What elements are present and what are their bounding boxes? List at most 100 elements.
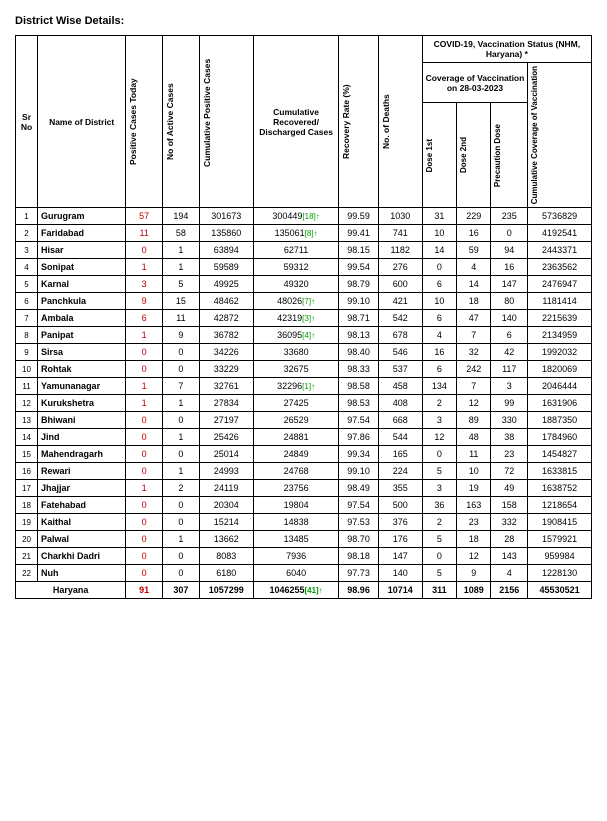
page-title: District Wise Details: (15, 15, 592, 27)
cell-sr: 14 (16, 429, 38, 446)
cell-pos: 0 (126, 361, 163, 378)
cell-rate: 97.54 (339, 497, 378, 514)
table-row: 10Rohtak00332293267598.33537624211718200… (16, 361, 592, 378)
cell-rec: 300449[18]↑ (253, 208, 339, 225)
cell-rec: 6040 (253, 565, 339, 582)
cell-pd: 140 (491, 310, 528, 327)
cell-total-pd: 2156 (491, 582, 528, 599)
cell-cc: 1887350 (528, 412, 592, 429)
cell-cum: 27197 (199, 412, 253, 429)
cell-name: Fatehabad (38, 497, 126, 514)
cell-name: Karnal (38, 276, 126, 293)
cell-sr: 22 (16, 565, 38, 582)
cell-rate: 97.73 (339, 565, 378, 582)
cell-pos: 0 (126, 497, 163, 514)
table-row: 7Ambala6114287242319[3]↑98.7154264714022… (16, 310, 592, 327)
cell-name: Sonipat (38, 259, 126, 276)
cell-cum: 135860 (199, 225, 253, 242)
col-name: Name of District (38, 36, 126, 208)
cell-pos: 0 (126, 446, 163, 463)
cell-rate: 97.54 (339, 412, 378, 429)
cell-d1: 2 (422, 395, 456, 412)
cell-name: Rewari (38, 463, 126, 480)
cell-d1: 10 (422, 225, 456, 242)
cell-rec: 42319[3]↑ (253, 310, 339, 327)
cell-rec: 62711 (253, 242, 339, 259)
cell-name: Panipat (38, 327, 126, 344)
col-dose1: Dose 1st (422, 103, 456, 208)
cell-rec: 59312 (253, 259, 339, 276)
cell-pd: 94 (491, 242, 528, 259)
cell-sr: 1 (16, 208, 38, 225)
cell-cc: 1992032 (528, 344, 592, 361)
cell-dth: 140 (378, 565, 422, 582)
cell-pos: 0 (126, 242, 163, 259)
cell-cum: 25014 (199, 446, 253, 463)
cell-d2: 16 (457, 225, 491, 242)
cell-act: 58 (163, 225, 200, 242)
cell-dth: 276 (378, 259, 422, 276)
cell-sr: 21 (16, 548, 38, 565)
cell-name: Ambala (38, 310, 126, 327)
total-row: Haryana9130710572991046255[41]↑98.961071… (16, 582, 592, 599)
cell-sr: 15 (16, 446, 38, 463)
table-row: 14Jind01254262488197.865441248381784960 (16, 429, 592, 446)
cell-cum: 301673 (199, 208, 253, 225)
cell-name: Nuh (38, 565, 126, 582)
cell-name: Rohtak (38, 361, 126, 378)
cell-dth: 741 (378, 225, 422, 242)
cell-cc: 5736829 (528, 208, 592, 225)
cell-d2: 7 (457, 327, 491, 344)
cell-act: 0 (163, 514, 200, 531)
col-recovery-rate: Recovery Rate (%) (339, 36, 378, 208)
cell-cum: 8083 (199, 548, 253, 565)
cell-dth: 147 (378, 548, 422, 565)
cell-name: Yamunanagar (38, 378, 126, 395)
cell-pos: 0 (126, 514, 163, 531)
cell-rec: 33680 (253, 344, 339, 361)
cell-d1: 31 (422, 208, 456, 225)
cell-rate: 97.86 (339, 429, 378, 446)
cell-pd: 143 (491, 548, 528, 565)
cell-d1: 3 (422, 480, 456, 497)
cell-pd: 80 (491, 293, 528, 310)
col-cum-positive: Cumulative Positive Cases (199, 36, 253, 208)
cell-cc: 1579921 (528, 531, 592, 548)
cell-total-pos: 91 (126, 582, 163, 599)
cell-d2: 14 (457, 276, 491, 293)
cell-sr: 10 (16, 361, 38, 378)
cell-d2: 242 (457, 361, 491, 378)
cell-name: Mahendragarh (38, 446, 126, 463)
cell-act: 1 (163, 531, 200, 548)
cell-pos: 1 (126, 480, 163, 497)
table-row: 20Palwal01136621348598.70176518281579921 (16, 531, 592, 548)
cell-d2: 9 (457, 565, 491, 582)
table-row: 22Nuh006180604097.731405941228130 (16, 565, 592, 582)
table-row: 9Sirsa00342263368098.405461632421992032 (16, 344, 592, 361)
cell-total-cum: 1057299 (199, 582, 253, 599)
cell-pos: 3 (126, 276, 163, 293)
cell-pos: 0 (126, 548, 163, 565)
cell-rate: 98.58 (339, 378, 378, 395)
cell-d1: 14 (422, 242, 456, 259)
cell-pd: 330 (491, 412, 528, 429)
cell-total-rate: 98.96 (339, 582, 378, 599)
cell-rate: 98.40 (339, 344, 378, 361)
cell-pos: 0 (126, 412, 163, 429)
cell-pd: 28 (491, 531, 528, 548)
cell-rec: 14838 (253, 514, 339, 531)
cell-total-cc: 45530521 (528, 582, 592, 599)
cell-d2: 18 (457, 531, 491, 548)
cell-act: 194 (163, 208, 200, 225)
cell-dth: 546 (378, 344, 422, 361)
col-coverage: Coverage of Vaccination on 28-03-2023 (422, 63, 527, 103)
cell-pos: 0 (126, 565, 163, 582)
cell-d2: 32 (457, 344, 491, 361)
cell-name: Charkhi Dadri (38, 548, 126, 565)
cell-dth: 458 (378, 378, 422, 395)
cell-d1: 5 (422, 565, 456, 582)
cell-pd: 235 (491, 208, 528, 225)
cell-dth: 224 (378, 463, 422, 480)
cell-cc: 4192541 (528, 225, 592, 242)
cell-cc: 2363562 (528, 259, 592, 276)
